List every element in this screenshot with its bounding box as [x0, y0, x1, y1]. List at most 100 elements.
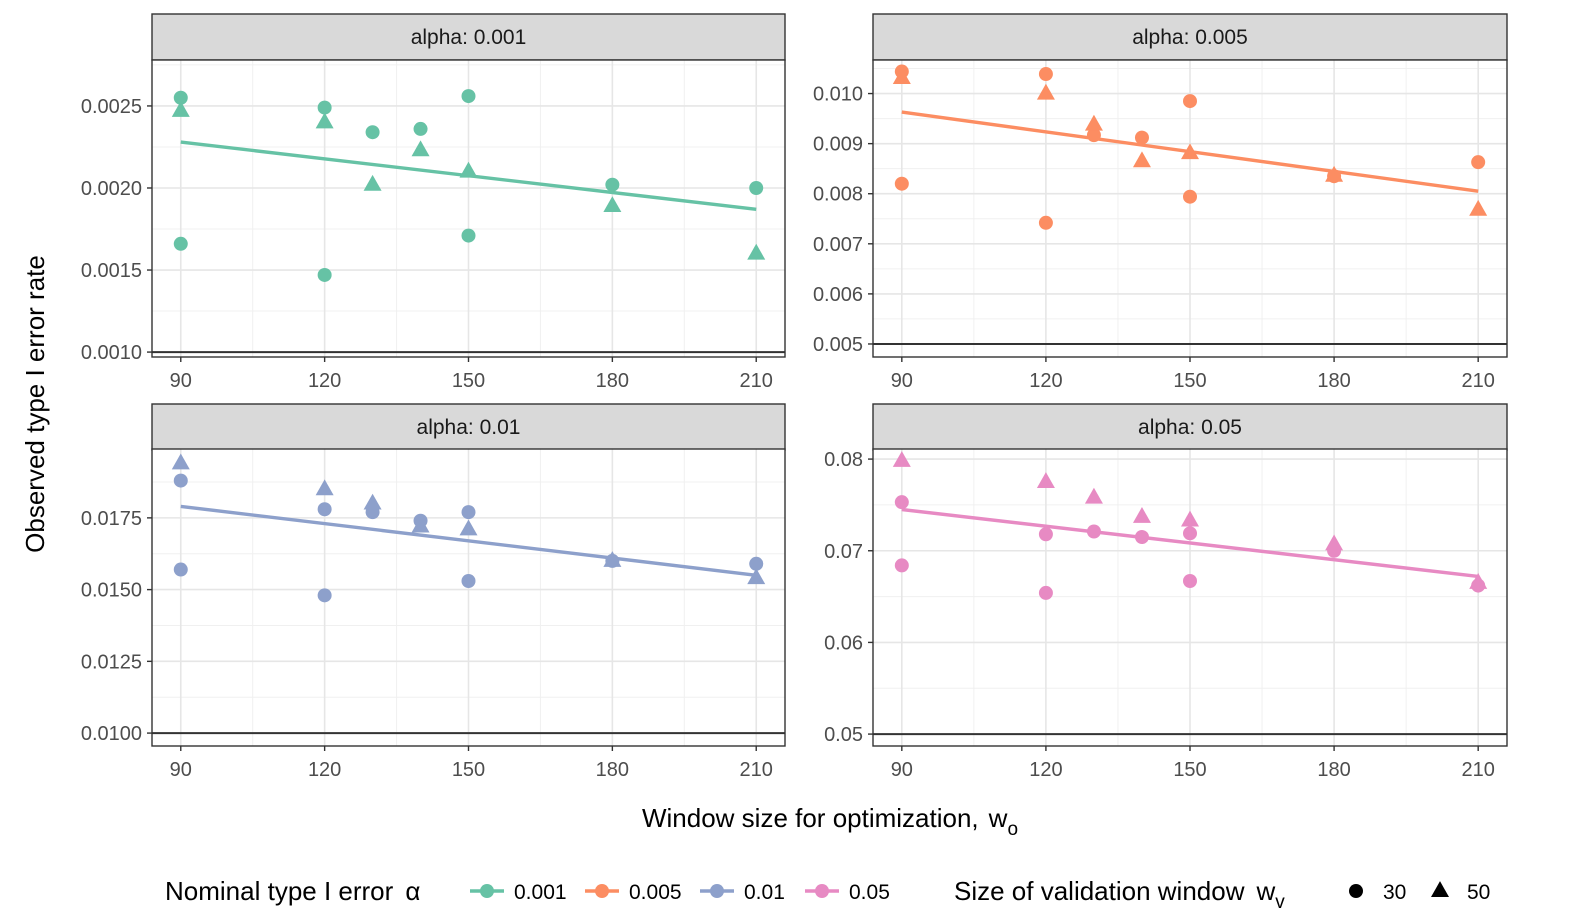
point-w50 — [1132, 507, 1151, 523]
panel-border — [872, 448, 1508, 747]
legend-shape-title: Size of validation window wv — [954, 876, 1285, 913]
point-w50 — [171, 101, 190, 117]
legend-shape-title-subscript: v — [1275, 892, 1285, 913]
facet-strip-label: alpha: 0.01 — [417, 416, 521, 439]
facet-strip-label: alpha: 0.05 — [1138, 416, 1242, 439]
point-w50 — [747, 243, 766, 260]
point-w30 — [1134, 130, 1149, 145]
point-w50 — [1181, 143, 1199, 160]
legend-key-point — [595, 884, 609, 898]
panel-alpha-0-05: alpha: 0.05 0.05 0.06 0.07 0.08 90 120 150 180 21… — [824, 403, 1508, 781]
legend-key-point — [815, 884, 829, 898]
point-w50 — [1181, 510, 1199, 527]
legend-color-label: 0.05 — [849, 881, 890, 904]
y-tick-label: 0.0100 — [81, 723, 142, 745]
point-w30 — [317, 588, 332, 603]
legend-color-title-text: Nominal type I error — [165, 876, 394, 906]
point-w30 — [173, 236, 188, 251]
point-w30 — [1471, 155, 1486, 170]
y-tick-label: 0.07 — [824, 541, 863, 563]
legend: Nominal type I error α 0.001 0.005 0.01 0.05 S… — [165, 876, 1490, 913]
point-w50 — [1325, 534, 1344, 551]
x-tick-label: 210 — [1461, 370, 1494, 392]
panel-alpha-0-005: alpha: 0.005 0.005 0.006 0.007 0.008 0.009 0.0… — [813, 13, 1508, 392]
legend-shape-triangle — [1431, 881, 1449, 898]
point-w50 — [315, 479, 334, 496]
point-w50 — [892, 68, 911, 85]
point-w50 — [171, 453, 190, 470]
point-w30 — [749, 180, 764, 195]
trend-line — [180, 504, 757, 577]
point-w50 — [892, 451, 911, 467]
y-tick-label: 0.009 — [813, 134, 863, 156]
legend-color-title-symbol: α — [405, 876, 420, 906]
point-w50 — [1132, 151, 1151, 168]
x-tick-label: 90 — [891, 370, 913, 392]
point-w30 — [1183, 94, 1197, 109]
y-tick-label: 0.010 — [813, 84, 863, 106]
point-w30 — [461, 574, 476, 588]
trend-line — [901, 507, 1479, 579]
legend-color-label: 0.005 — [629, 881, 682, 904]
facet-strip — [151, 403, 786, 451]
point-w50 — [603, 551, 622, 567]
point-w50 — [363, 493, 382, 510]
point-w30 — [1183, 526, 1197, 541]
point-w50 — [459, 161, 478, 178]
legend-shape-label: 30 — [1383, 881, 1406, 904]
y-axis-title: Observed type I error rate — [20, 255, 50, 553]
facet-strip — [151, 13, 786, 61]
point-w30 — [413, 121, 428, 136]
point-w50 — [1036, 472, 1055, 489]
panel-border — [872, 59, 1508, 358]
x-tick-label: 120 — [1029, 370, 1062, 392]
panel-alpha-0-001: alpha: 0.001 0.0010 0.0015 0.0020 0.0025 90 12… — [81, 13, 786, 392]
y-tick-label: 0.0015 — [81, 260, 142, 282]
x-axis-title-symbol: w — [988, 803, 1008, 833]
legend-color-label: 0.001 — [514, 881, 567, 904]
x-tick-label: 150 — [1173, 370, 1206, 392]
point-w50 — [1084, 487, 1103, 504]
y-tick-label: 0.0150 — [81, 580, 142, 602]
panel-border — [151, 59, 786, 358]
point-w30 — [894, 495, 909, 510]
point-w50 — [1325, 165, 1344, 182]
x-tick-label: 120 — [1029, 759, 1062, 781]
point-w30 — [317, 267, 332, 282]
point-w30 — [749, 556, 764, 571]
y-tick-label: 0.0020 — [81, 178, 142, 200]
x-tick-label: 210 — [740, 759, 773, 781]
x-tick-label: 120 — [308, 759, 341, 781]
point-w30 — [1183, 189, 1197, 204]
legend-key-point — [480, 884, 494, 898]
y-tick-label: 0.08 — [824, 449, 863, 471]
point-w30 — [1086, 128, 1101, 143]
x-tick-label: 90 — [170, 370, 192, 392]
y-tick-label: 0.0025 — [81, 96, 142, 118]
panel-border — [151, 448, 786, 747]
point-w30 — [894, 176, 909, 191]
x-tick-label: 90 — [891, 759, 913, 781]
x-tick-label: 150 — [1173, 759, 1206, 781]
point-w50 — [411, 140, 430, 157]
y-tick-label: 0.006 — [813, 284, 863, 306]
point-w30 — [1183, 574, 1197, 588]
point-w30 — [317, 502, 332, 517]
y-tick-label: 0.008 — [813, 184, 863, 206]
legend-color-label: 0.01 — [744, 881, 785, 904]
point-w30 — [1038, 67, 1053, 82]
point-w50 — [747, 568, 766, 585]
legend-shape-title-symbol: w — [1256, 876, 1276, 906]
legend-color-title: Nominal type I error α — [165, 876, 420, 906]
y-tick-label: 0.005 — [813, 334, 863, 356]
x-tick-label: 150 — [452, 370, 485, 392]
point-w30 — [461, 228, 476, 243]
chart-panels: alpha: 0.001 0.0010 0.0015 0.0020 0.0025 90 12… — [81, 13, 1508, 781]
point-w30 — [461, 505, 476, 520]
legend-key-point — [710, 884, 724, 898]
facet-strip-label: alpha: 0.001 — [411, 26, 527, 49]
point-w50 — [603, 196, 622, 213]
facet-strip-label: alpha: 0.005 — [1132, 26, 1248, 49]
point-w30 — [461, 89, 476, 104]
point-w50 — [1469, 199, 1488, 216]
